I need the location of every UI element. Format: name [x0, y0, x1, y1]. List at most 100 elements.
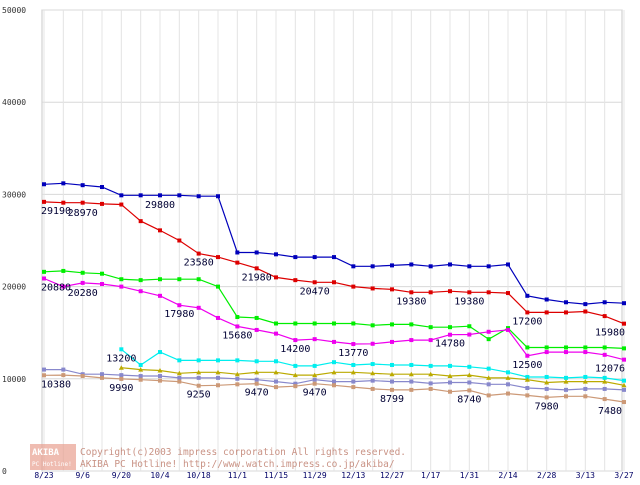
x-tick-label: 10/4 [150, 471, 169, 480]
series-point [486, 393, 491, 398]
series-point [138, 289, 143, 294]
series-point [42, 276, 46, 281]
series-point [100, 375, 104, 380]
y-tick-label: 0 [2, 467, 7, 476]
series-point [158, 193, 162, 198]
data-label: 20880 [41, 282, 71, 293]
series-point [564, 345, 568, 350]
x-tick-label: 3/27 [614, 471, 633, 480]
series-point [428, 371, 434, 377]
data-label: 20470 [300, 286, 330, 297]
series-point [254, 377, 259, 382]
series-point [525, 293, 530, 298]
series-point [448, 289, 452, 294]
series-point [332, 339, 336, 344]
data-label: 14200 [280, 344, 310, 355]
series-point [622, 321, 626, 326]
series-point [216, 315, 220, 320]
series-point [293, 384, 298, 389]
series-point [486, 290, 491, 295]
series-point [216, 255, 220, 260]
series-point [506, 382, 510, 387]
data-label: 10380 [41, 379, 71, 390]
watermark-logo-box [30, 444, 76, 470]
series-point [390, 322, 394, 327]
series-point [312, 337, 317, 342]
series-point [390, 387, 394, 392]
series-point [292, 372, 298, 378]
series-point [486, 329, 491, 334]
series-point [583, 350, 588, 355]
series-point [254, 315, 259, 320]
data-label: 20280 [68, 288, 98, 299]
series-point [235, 315, 240, 320]
series-point [235, 382, 240, 387]
grid [41, 9, 625, 472]
series-point [351, 284, 356, 289]
series-point [254, 369, 260, 375]
series-point [351, 321, 356, 326]
series-point [390, 287, 394, 292]
series-point [351, 385, 356, 390]
data-label: 7980 [535, 401, 559, 412]
series-point [390, 263, 394, 268]
data-label: 21980 [242, 272, 272, 283]
series-point [428, 363, 433, 368]
series-point [428, 325, 433, 330]
y-tick-label: 50000 [2, 6, 26, 15]
series-point [215, 369, 221, 375]
series-point [486, 264, 491, 269]
series-point [293, 278, 298, 283]
series-point [119, 277, 124, 282]
series-point [390, 379, 394, 384]
series-point [564, 387, 568, 392]
series-point [196, 305, 201, 310]
series-point [486, 337, 491, 342]
x-tick-label: 9/6 [75, 471, 90, 480]
data-label: 13770 [338, 348, 368, 359]
series-point [525, 393, 530, 398]
series-point [80, 270, 85, 275]
series-point [61, 367, 66, 372]
series-point [390, 362, 394, 367]
series-point [524, 377, 530, 382]
data-label: 29190 [41, 206, 71, 217]
series-point [42, 269, 46, 274]
series-point [544, 297, 549, 302]
x-tick-label: 10/18 [187, 471, 211, 480]
series-point [448, 332, 452, 337]
series-point [370, 286, 375, 291]
series-point [293, 321, 298, 326]
data-label: 9470 [303, 388, 327, 399]
series-point [158, 378, 162, 383]
series-point [274, 252, 278, 257]
series-point [216, 284, 220, 289]
series-point [390, 339, 394, 344]
x-tick-label: 1/17 [421, 471, 440, 480]
series-point [158, 293, 162, 298]
x-tick-label: 8/23 [34, 471, 53, 480]
series-point [409, 262, 414, 267]
series-point [448, 389, 452, 394]
series-point [274, 275, 278, 280]
series-point [293, 338, 298, 343]
data-label: 7480 [598, 406, 622, 417]
series-point [61, 284, 66, 289]
series-point [177, 277, 182, 282]
x-tick-label: 11/29 [303, 471, 327, 480]
x-tick-label: 2/28 [537, 471, 556, 480]
series-point [505, 375, 511, 380]
series-point [293, 255, 298, 260]
series-point [602, 379, 608, 384]
series-point [486, 382, 491, 387]
x-tick-label: 12/13 [341, 471, 365, 480]
y-tick-label: 30000 [2, 190, 26, 199]
series-point [467, 290, 472, 295]
watermark-copyright: Copyright(c)2003 impress corporation All… [80, 447, 406, 458]
series-point [525, 353, 530, 358]
data-label: 9990 [109, 383, 133, 394]
series-point [216, 358, 220, 363]
series-point [235, 324, 240, 329]
